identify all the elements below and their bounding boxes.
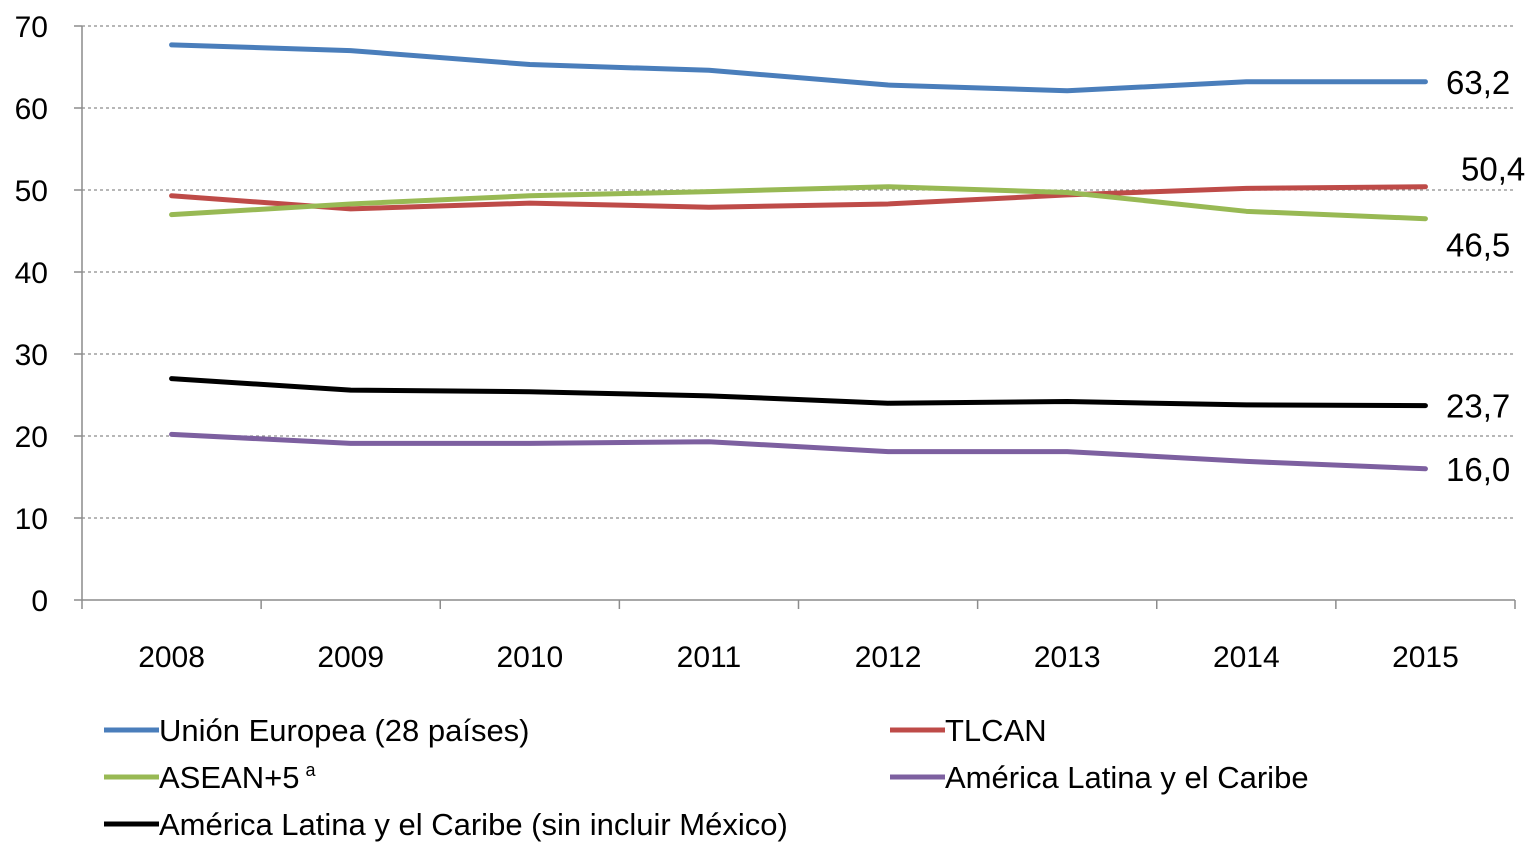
- series-line-2: [169, 184, 1428, 222]
- legend-label-0: Unión Europea (28 países): [159, 713, 530, 748]
- y-tick-label-70: 70: [15, 11, 48, 44]
- series-line-1: [169, 184, 1428, 212]
- x-tick-label-2008: 2008: [138, 641, 205, 674]
- axes: 0 10 20 30 40 50 60 70 2008 2009 2010 2011 2012 2013 2…: [15, 11, 1516, 674]
- end-label-2: 46,5: [1446, 227, 1510, 264]
- series-line-3: [169, 431, 1428, 472]
- x-tick-label-2014: 2014: [1213, 641, 1280, 674]
- y-tick-label-60: 60: [15, 93, 48, 126]
- y-tick-label-10: 10: [15, 503, 48, 536]
- x-tick-label-2012: 2012: [855, 641, 922, 674]
- legend-label-2: ASEAN+5 a: [159, 760, 316, 795]
- x-tick-label-2009: 2009: [317, 641, 384, 674]
- end-label-1: 50,4: [1461, 151, 1525, 188]
- x-tick-label-2013: 2013: [1034, 641, 1101, 674]
- x-tick-label-2010: 2010: [496, 641, 563, 674]
- y-tick-label-30: 30: [15, 339, 48, 372]
- x-tick-label-2011: 2011: [677, 641, 742, 674]
- legend-label-3: América Latina y el Caribe: [945, 760, 1309, 795]
- end-label-4: 23,7: [1446, 388, 1510, 425]
- series-line-0: [169, 42, 1428, 94]
- end-labels: 63,2 50,4 46,5 16,0 23,7: [1446, 64, 1525, 488]
- legend: Unión Europea (28 países) TLCAN ASEAN+5 a Am…: [104, 713, 1309, 842]
- legend-label-4: América Latina y el Caribe (sin incluir …: [159, 807, 788, 842]
- series-lines: [169, 42, 1428, 472]
- y-tick-label-50: 50: [15, 175, 48, 208]
- end-label-3: 16,0: [1446, 451, 1510, 488]
- y-tick-label-40: 40: [15, 257, 48, 290]
- y-tick-label-0: 0: [31, 585, 48, 618]
- legend-label-1: TLCAN: [945, 713, 1047, 748]
- series-line-4: [169, 376, 1428, 409]
- y-tick-label-20: 20: [15, 421, 48, 454]
- x-tick-label-2015: 2015: [1392, 641, 1459, 674]
- end-label-0: 63,2: [1446, 64, 1510, 101]
